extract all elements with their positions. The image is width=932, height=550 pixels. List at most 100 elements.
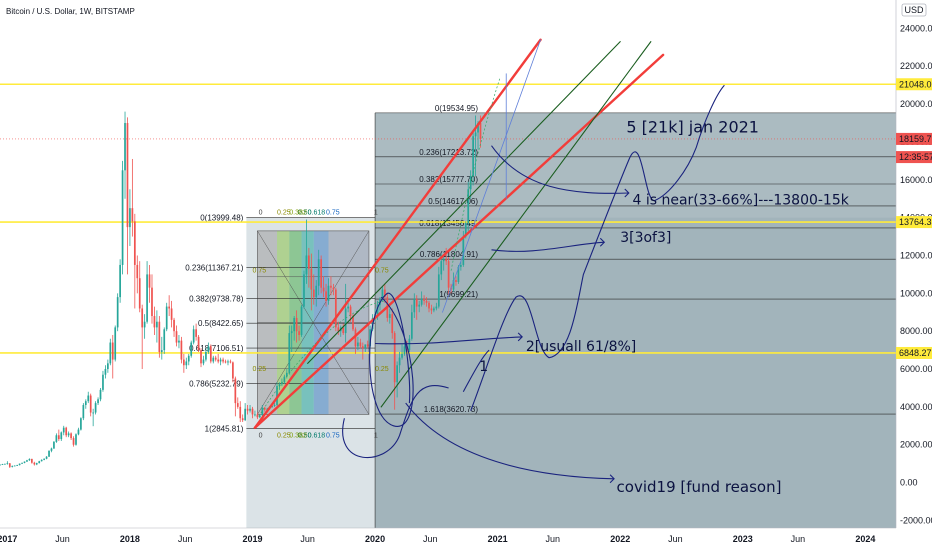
fib-time-label-top: 0.382: [289, 210, 307, 217]
candle-body: [295, 317, 298, 332]
candle-body: [104, 369, 107, 375]
candle-body: [190, 342, 193, 356]
candle-body: [207, 346, 210, 352]
fib-time-label-bottom: 0.25: [277, 433, 291, 440]
candle-body: [288, 333, 291, 373]
annotation-text: 3[3of3]: [620, 230, 671, 246]
price-tag: [896, 132, 932, 145]
candle-body: [182, 359, 185, 366]
candle-body: [99, 389, 102, 400]
candle-body: [430, 308, 433, 311]
annotation-arrowhead: [517, 332, 523, 342]
candle-body: [72, 438, 75, 445]
candle-body: [308, 255, 310, 269]
annotation-curve: [491, 241, 605, 252]
price-tag-label: 21048.06: [899, 79, 932, 89]
candle-body: [477, 123, 479, 133]
fib-time-label-top: 1: [374, 210, 378, 217]
fib-level-label-right: 1.618(3620.73): [424, 405, 479, 414]
candle-body: [256, 414, 259, 418]
candle-body: [77, 429, 80, 435]
candle-body: [467, 189, 470, 224]
price-axis-panel[interactable]: [896, 0, 932, 550]
candle-body: [393, 333, 396, 383]
candle-body: [131, 208, 134, 222]
candle-body: [53, 441, 55, 449]
candle-body: [21, 462, 23, 464]
annotation-text: 4 is near(33-66%]---13800-15k: [632, 192, 849, 208]
annotation-curve: [369, 292, 414, 427]
candle-body: [457, 266, 460, 282]
candle-body: [327, 285, 330, 301]
candle-body: [332, 287, 335, 290]
projection-dashed-curve: [450, 77, 501, 271]
trendline-red-steep: [253, 38, 542, 429]
currency-selector-button[interactable]: [901, 3, 927, 17]
candle-body: [126, 123, 129, 228]
candle-body: [219, 359, 222, 362]
fib-time-label-bottom: 0.50: [298, 433, 312, 440]
candle-body: [317, 259, 320, 286]
candle-body: [111, 342, 114, 360]
time-tick-label: Jun: [546, 534, 561, 544]
candle-body: [273, 404, 276, 406]
candle-body: [472, 136, 474, 176]
candle-body: [205, 352, 207, 360]
candle-body: [195, 329, 197, 337]
price-tick-label: 0.00: [900, 478, 918, 488]
annotation-arrowhead: [599, 237, 606, 247]
candle-body: [102, 374, 104, 390]
fib-level-label-right: 0(19534.95): [435, 104, 478, 113]
candle-body: [357, 342, 359, 347]
annotation-curve: [375, 336, 523, 345]
candle-body: [330, 285, 332, 288]
price-tag: [896, 151, 932, 164]
candle-body: [0, 464, 1, 466]
fib-time-zone-diagonal: [257, 230, 370, 415]
annotation-curve: [405, 402, 615, 480]
candle-body: [285, 372, 288, 377]
candle-body: [236, 403, 239, 407]
price-tick-label: 8000.00: [900, 326, 932, 336]
fib-time-label-top: 0.50: [298, 210, 312, 217]
candle-body: [258, 415, 261, 418]
candle-body: [388, 314, 391, 318]
candle-body: [168, 306, 171, 309]
annotation-curve: [491, 145, 629, 194]
annotation-arrowhead: [624, 188, 630, 198]
candle-body: [160, 350, 163, 352]
candle-body: [420, 299, 423, 305]
candle-body: [425, 300, 428, 303]
candle-body: [303, 274, 305, 307]
candle-body: [146, 274, 148, 322]
annotation-curve: [470, 84, 725, 411]
candle-body: [310, 268, 313, 290]
candle-body: [143, 321, 146, 328]
price-tag-label: 6848.27: [899, 348, 932, 358]
price-tick-label: -2000.00: [900, 515, 932, 525]
candle-body: [18, 463, 21, 466]
candle-body: [381, 289, 384, 300]
candle-body: [82, 404, 85, 419]
candle-body: [129, 208, 131, 228]
candle-body: [437, 274, 440, 307]
candle-body: [31, 458, 33, 463]
candle-body: [293, 317, 296, 332]
currency-selector-label: USD: [904, 5, 924, 15]
candle-body: [261, 407, 264, 416]
candle-body: [364, 344, 367, 349]
candle-body: [13, 465, 16, 467]
time-axis-panel[interactable]: [0, 528, 932, 550]
time-tick-label: Jun: [423, 534, 438, 544]
price-tag-label: 13764.33: [899, 217, 932, 227]
candle-body: [209, 346, 212, 362]
candle-body: [62, 427, 65, 433]
candle-body: [239, 406, 242, 419]
annotation-curve: [462, 349, 490, 392]
candle-body: [35, 463, 38, 465]
candle-body: [165, 306, 168, 330]
candle-body: [192, 329, 195, 343]
candle-body: [401, 353, 403, 358]
candle-body: [153, 316, 156, 328]
